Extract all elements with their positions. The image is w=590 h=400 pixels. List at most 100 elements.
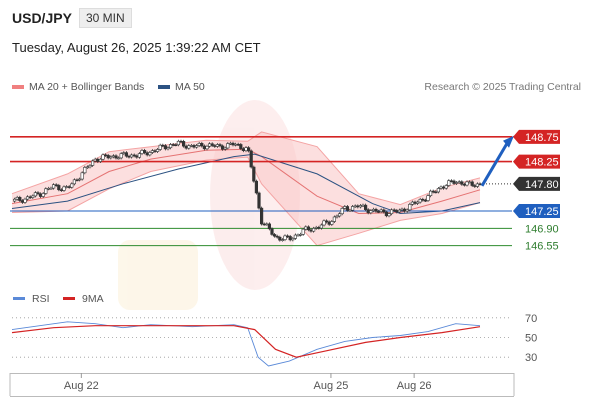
candle-body xyxy=(189,145,194,147)
candle-body xyxy=(44,188,48,194)
candle-body xyxy=(49,187,53,190)
candle-body xyxy=(163,145,168,150)
rsi-swatch xyxy=(13,297,25,300)
candle-body xyxy=(348,209,352,212)
candle-body xyxy=(135,155,139,158)
candle-body xyxy=(384,211,389,217)
candle-body xyxy=(228,142,233,145)
timeframe-badge[interactable]: 30 MIN xyxy=(79,8,132,28)
candle-body xyxy=(441,186,446,189)
candle-body xyxy=(59,189,63,192)
candle-body xyxy=(410,201,415,205)
legend-ma50: MA 50 xyxy=(158,81,205,93)
arrow-head xyxy=(503,135,514,148)
candle-body xyxy=(124,152,128,157)
candle-body xyxy=(413,201,417,204)
level-label-146-90: 146.90 xyxy=(525,223,559,235)
candle-body xyxy=(330,221,334,225)
candle-body xyxy=(426,195,430,201)
candle-body xyxy=(158,144,162,150)
candle-body xyxy=(171,144,175,146)
candle-body xyxy=(57,185,61,191)
candle-body xyxy=(236,143,240,146)
candle-body xyxy=(239,144,243,149)
candle-body xyxy=(363,204,368,210)
candle-body xyxy=(475,183,480,187)
candle-body xyxy=(85,166,89,169)
candle-body xyxy=(306,226,311,231)
candle-body xyxy=(262,223,266,226)
candle-body xyxy=(150,150,155,153)
candle-body xyxy=(33,192,37,197)
candle-body xyxy=(119,153,123,159)
candle-body xyxy=(70,183,74,188)
candle-body xyxy=(387,213,391,217)
candle-body xyxy=(421,198,425,201)
candle-body xyxy=(288,236,292,241)
candle-body xyxy=(46,188,50,190)
candle-body xyxy=(291,238,295,241)
candle-body xyxy=(166,147,170,150)
level-label-148-75: 148.75 xyxy=(525,132,559,144)
rsi-tick-70: 70 xyxy=(525,313,537,325)
rsi-tick-30: 30 xyxy=(525,352,537,364)
candle-body xyxy=(215,144,220,147)
target-arrow xyxy=(480,135,514,187)
candle-body xyxy=(405,209,409,212)
candle-body xyxy=(454,182,459,184)
candle-body xyxy=(93,158,97,162)
level-label-147-80: 147.80 xyxy=(525,179,559,191)
candle-body xyxy=(78,178,82,181)
candle-body xyxy=(51,184,56,189)
candle-body xyxy=(376,211,381,213)
candle-body xyxy=(278,236,282,241)
candle-body xyxy=(452,180,456,184)
candle-body xyxy=(423,199,428,202)
level-tag-148-25 xyxy=(513,154,560,169)
rsi-series-9ma xyxy=(11,325,481,358)
candle-body xyxy=(223,147,227,150)
candle-body xyxy=(467,181,472,184)
candle-body xyxy=(184,145,188,149)
axis-line xyxy=(10,373,514,374)
candle-body xyxy=(371,208,376,211)
candle-body xyxy=(137,153,142,158)
candle-body xyxy=(65,186,69,188)
candle-body xyxy=(176,140,181,146)
candle-body xyxy=(270,228,274,235)
candle-body xyxy=(314,227,318,229)
candle-body xyxy=(15,197,19,200)
candle-body xyxy=(28,196,32,199)
candle-body xyxy=(205,145,209,150)
x-tick-label: Aug 22 xyxy=(64,380,99,392)
candle-body xyxy=(298,233,303,236)
candle-body xyxy=(350,206,355,211)
arrow-shaft xyxy=(480,141,510,187)
x-tick-label: Aug 26 xyxy=(397,380,432,392)
watermark xyxy=(118,100,300,310)
candle-body xyxy=(234,143,238,146)
level-label-147-25: 147.25 xyxy=(525,206,559,218)
candle-body xyxy=(319,224,324,229)
time-axis: Aug 22 Aug 25 Aug 26 xyxy=(9,373,515,397)
candle-body xyxy=(402,208,407,212)
candle-body xyxy=(195,145,199,148)
candle-body xyxy=(98,158,102,162)
candle-body xyxy=(132,154,136,157)
candle-body xyxy=(226,143,230,149)
level-labels: 148.75 148.25 147.80 147.25 146.90 146.55 xyxy=(513,129,560,253)
candle-body xyxy=(327,221,331,225)
candle-body xyxy=(304,226,308,230)
candle-body xyxy=(366,209,370,214)
level-tag-147-25 xyxy=(513,204,560,219)
candle-body xyxy=(67,186,71,188)
level-tag-148-75 xyxy=(513,129,560,144)
candle-body xyxy=(285,235,290,238)
candle-body xyxy=(91,160,95,166)
candle-body xyxy=(117,157,121,160)
rsi-series-rsi xyxy=(11,321,481,367)
candle-body xyxy=(457,181,461,184)
candle-body xyxy=(462,183,467,186)
candle-body xyxy=(13,198,17,202)
